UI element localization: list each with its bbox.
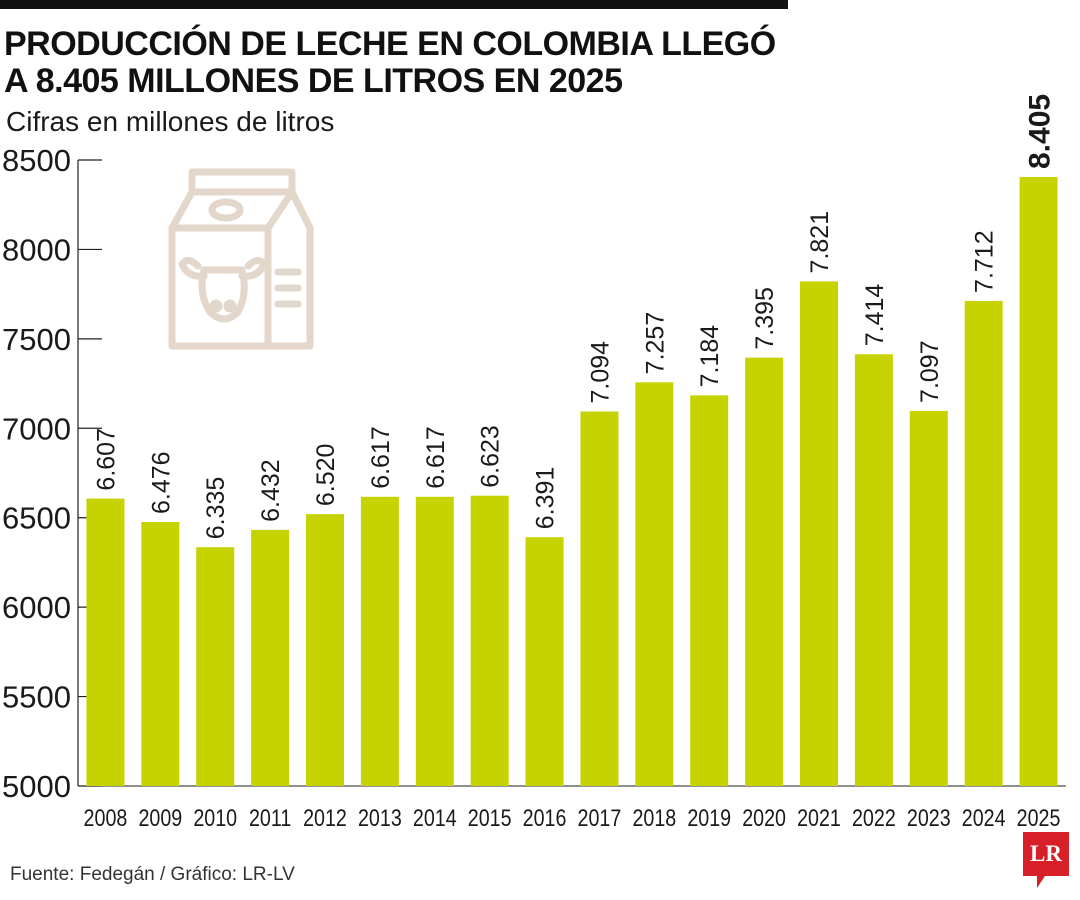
x-tick-label: 2017 <box>578 804 622 831</box>
bar <box>964 300 1003 786</box>
y-tick-label: 8000 <box>2 232 71 267</box>
bar <box>909 410 948 786</box>
data-label: 7.414 <box>861 284 889 347</box>
top-rule <box>0 0 788 9</box>
x-tick-label: 2025 <box>1017 804 1061 831</box>
data-label: 6.432 <box>257 459 285 522</box>
x-tick-label: 2018 <box>632 804 676 831</box>
x-tick-label: 2024 <box>962 804 1006 831</box>
y-tick-label: 6500 <box>2 501 71 536</box>
source-note: Fuente: Fedegán / Gráfico: LR-LV <box>10 864 295 885</box>
y-tick-label: 7000 <box>2 411 71 446</box>
bar <box>360 496 399 786</box>
chart-title: PRODUCCIÓN DE LECHE EN COLOMBIA LLEGÓ A … <box>4 26 804 100</box>
y-tick-label: 6000 <box>2 590 71 625</box>
data-label: 6.607 <box>92 428 120 491</box>
data-label: 7.184 <box>696 325 724 388</box>
data-label: 7.395 <box>751 287 779 350</box>
bar <box>86 498 125 786</box>
bars <box>86 176 1058 786</box>
bar <box>196 547 235 786</box>
data-label: 7.821 <box>806 211 834 274</box>
data-labels: 6.607 6.476 6.335 6.432 6.520 6.617 6.617 6.623… <box>92 94 1056 539</box>
x-tick-label: 2013 <box>358 804 402 831</box>
x-tick-label: 2012 <box>303 804 347 831</box>
bar <box>580 411 619 786</box>
bar <box>800 281 838 786</box>
y-tick-label: 8500 <box>2 143 71 178</box>
x-tick-label: 2010 <box>193 804 237 831</box>
data-label: 6.335 <box>202 477 230 540</box>
data-label: 7.257 <box>641 312 669 375</box>
x-tick-label: 2020 <box>742 804 786 831</box>
bar <box>690 395 729 786</box>
x-tick-label: 2009 <box>138 804 182 831</box>
bar <box>745 357 784 786</box>
lr-logo: LR <box>1023 832 1069 890</box>
bar <box>251 529 290 786</box>
x-tick-label: 2023 <box>907 804 951 831</box>
data-label: 7.097 <box>916 340 944 403</box>
data-label: 7.712 <box>971 230 999 293</box>
x-tick-label: 2022 <box>852 804 896 831</box>
data-label: 6.520 <box>312 444 340 507</box>
chart-title-line-2: A 8.405 MILLONES DE LITROS EN 2025 <box>4 62 623 100</box>
y-tick-label: 7500 <box>2 322 71 357</box>
chart-subtitle: Cifras en millones de litros <box>6 106 335 137</box>
data-label: 6.391 <box>532 467 560 530</box>
data-label: 7.094 <box>586 341 614 404</box>
x-tick-label: 2015 <box>468 804 512 831</box>
data-label: 6.623 <box>477 425 505 488</box>
x-axis-labels: 2008 2009 2010 2011 2012 2013 2014 2015 2016 2017… <box>84 804 1061 831</box>
lr-logo-badge-icon <box>1023 832 1069 888</box>
x-tick-label: 2019 <box>687 804 731 831</box>
milk-carton-with-cow-icon <box>168 168 314 350</box>
y-tick-label: 5000 <box>2 769 71 804</box>
y-tick-label: 5500 <box>2 680 71 715</box>
bar <box>525 537 564 786</box>
data-label: 6.617 <box>367 426 395 489</box>
bar <box>415 496 454 786</box>
bar <box>306 514 344 786</box>
data-label: 6.476 <box>147 451 175 514</box>
bar <box>470 495 509 786</box>
lr-logo-text: LR <box>1030 841 1062 866</box>
x-tick-label: 2008 <box>84 804 128 831</box>
chart-title-line-1: PRODUCCIÓN DE LECHE EN COLOMBIA LLEGÓ <box>4 25 776 63</box>
x-tick-label: 2016 <box>523 804 567 831</box>
data-label: 6.617 <box>422 426 450 489</box>
x-tick-label: 2014 <box>413 804 457 831</box>
data-label: 8.405 <box>1024 94 1057 169</box>
bar <box>854 354 893 786</box>
bar <box>141 522 180 786</box>
x-tick-label: 2021 <box>797 804 841 831</box>
bar <box>635 382 674 786</box>
bar <box>1019 176 1058 786</box>
x-tick-label: 2011 <box>249 804 291 831</box>
